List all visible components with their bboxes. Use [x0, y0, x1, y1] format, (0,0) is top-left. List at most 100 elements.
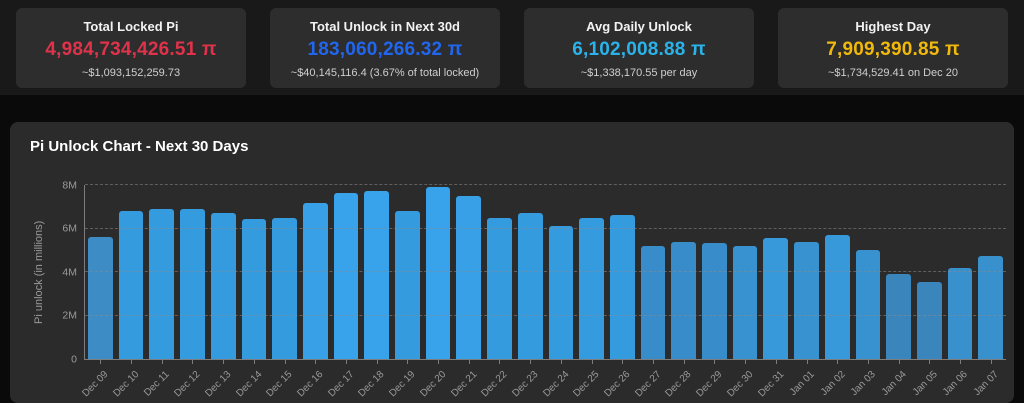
stat-title: Total Locked Pi	[83, 19, 179, 34]
x-tick-label: Dec 23	[510, 369, 541, 400]
x-slot: Dec 27	[633, 360, 669, 403]
plot-wrap: 0 2M 4M 6M 8M Dec 09 Dec 10 Dec 11 Dec 12 Dec 13…	[48, 180, 1006, 403]
x-tick-label: Dec 24	[540, 369, 572, 400]
x-tick-label: Dec 17	[326, 369, 357, 400]
bar-dec-15[interactable]	[272, 217, 297, 359]
x-tick-label: Dec 13	[203, 369, 234, 400]
bar-dec-31[interactable]	[763, 237, 789, 359]
bar-dec-20[interactable]	[425, 186, 451, 359]
x-axis-labels: Dec 09 Dec 10 Dec 11 Dec 12 Dec 13 Dec 14 Dec …	[80, 360, 1006, 403]
bar-dec-16[interactable]	[302, 203, 328, 359]
x-slot: Dec 23	[510, 360, 546, 403]
stat-title: Avg Daily Unlock	[586, 19, 692, 34]
bar-dec-10[interactable]	[118, 210, 144, 359]
x-slot: Jan 07	[972, 360, 1006, 403]
bar-jan-07[interactable]	[978, 255, 1004, 359]
x-slot: Jan 01	[787, 360, 822, 403]
x-tick-label: Dec 16	[295, 369, 326, 400]
y-tick-label: 8M	[62, 178, 77, 191]
x-tick-label: Jan 02	[818, 369, 848, 399]
stat-card-highest-day: Highest Day 7,909,390.85 π ~$1,734,529.4…	[778, 8, 1008, 88]
bar-dec-18[interactable]	[364, 190, 390, 359]
bar-dec-09[interactable]	[88, 236, 113, 359]
x-tick-label: Dec 30	[725, 369, 756, 400]
bar-dec-13[interactable]	[210, 213, 236, 359]
x-slot: Dec 20	[418, 360, 454, 403]
bar-dec-25[interactable]	[579, 218, 604, 359]
bar-jan-04[interactable]	[886, 274, 911, 359]
bar-dec-27[interactable]	[640, 245, 666, 359]
bar-dec-23[interactable]	[517, 213, 543, 359]
x-tick-label: Dec 22	[479, 369, 510, 400]
x-slot: Dec 14	[234, 360, 270, 403]
x-tick-label: Dec 18	[356, 369, 387, 400]
x-slot: Dec 30	[725, 360, 761, 403]
stat-card-avg-daily-unlock: Avg Daily Unlock 6,102,008.88 π ~$1,338,…	[524, 8, 754, 88]
x-slot: Dec 22	[480, 360, 515, 403]
x-slot: Jan 02	[818, 360, 853, 403]
stat-subtext: ~$1,338,170.55 per day	[580, 67, 698, 79]
x-tick-label: Dec 29	[694, 369, 725, 400]
bar-jan-03[interactable]	[855, 250, 881, 359]
x-tick-label: Dec 11	[142, 369, 172, 399]
stat-title: Total Unlock in Next 30d	[309, 19, 460, 34]
x-slot: Dec 25	[572, 360, 607, 403]
stat-value: 4,984,734,426.51 π	[45, 39, 217, 60]
x-tick-label: Dec 09	[80, 369, 111, 400]
x-slot: Jan 05	[911, 360, 945, 403]
x-tick-label: Dec 21	[448, 369, 480, 400]
bar-dec-22[interactable]	[487, 218, 512, 359]
x-tick-label: Jan 01	[787, 369, 817, 399]
x-slot: Dec 24	[541, 360, 577, 403]
bar-dec-17[interactable]	[333, 192, 359, 359]
bar-dec-26[interactable]	[609, 215, 635, 359]
y-tick-label: 6M	[62, 222, 77, 235]
stat-value: 6,102,008.88 π	[572, 39, 706, 60]
stat-cards: Total Locked Pi 4,984,734,426.51 π ~$1,0…	[16, 8, 1008, 88]
unlock-chart-card: Pi Unlock Chart - Next 30 Days Pi unlock…	[10, 122, 1014, 403]
x-tick-label: Dec 31	[755, 369, 787, 400]
stat-subtext: ~$1,093,152,259.73	[81, 67, 181, 79]
stat-value: 183,060,266.32 π	[307, 39, 463, 60]
bar-dec-11[interactable]	[149, 208, 175, 359]
x-tick-label: Dec 28	[663, 369, 694, 400]
stat-value: 7,909,390.85 π	[826, 39, 960, 60]
x-slot: Dec 29	[694, 360, 730, 403]
x-slot: Jan 04	[879, 360, 914, 403]
bar-jan-01[interactable]	[794, 242, 819, 359]
bar-jan-05[interactable]	[916, 281, 942, 359]
bar-dec-30[interactable]	[732, 246, 758, 359]
x-slot: Dec 12	[173, 360, 208, 403]
x-tick-label: Dec 12	[172, 369, 203, 400]
x-tick-label: Dec 27	[633, 369, 664, 400]
x-slot: Dec 16	[295, 360, 331, 403]
bar-jan-06[interactable]	[947, 267, 973, 359]
bar-jan-02[interactable]	[824, 235, 850, 359]
x-tick-label: Dec 15	[264, 369, 295, 400]
bar-dec-28[interactable]	[671, 241, 697, 359]
x-tick-label: Dec 19	[387, 369, 418, 400]
stat-title: Highest Day	[855, 19, 931, 34]
stat-subtext: ~$40,145,116.4 (3.67% of total locked)	[290, 67, 480, 79]
bar-dec-19[interactable]	[395, 211, 420, 359]
chart-title: Pi Unlock Chart - Next 30 Days	[30, 138, 249, 155]
bars	[85, 185, 1006, 359]
bar-dec-21[interactable]	[456, 195, 482, 359]
x-slot: Dec 15	[265, 360, 300, 403]
x-slot: Dec 17	[326, 360, 362, 403]
y-tick-label: 4M	[62, 265, 77, 278]
x-tick-label: Dec 14	[233, 369, 265, 400]
x-tick-label: Dec 10	[111, 369, 142, 400]
x-slot: Dec 21	[449, 360, 484, 403]
stat-card-total-locked: Total Locked Pi 4,984,734,426.51 π ~$1,0…	[16, 8, 246, 88]
x-slot: Jan 03	[849, 360, 884, 403]
x-slot: Dec 11	[142, 360, 177, 403]
bar-dec-29[interactable]	[702, 243, 727, 359]
bar-dec-12[interactable]	[180, 208, 205, 359]
bar-dec-14[interactable]	[241, 218, 267, 359]
x-slot: Dec 18	[357, 360, 392, 403]
x-tick-label: Jan 04	[879, 369, 909, 399]
x-tick-label: Jan 03	[849, 369, 879, 399]
bar-dec-24[interactable]	[548, 225, 574, 359]
x-slot: Dec 13	[203, 360, 239, 403]
